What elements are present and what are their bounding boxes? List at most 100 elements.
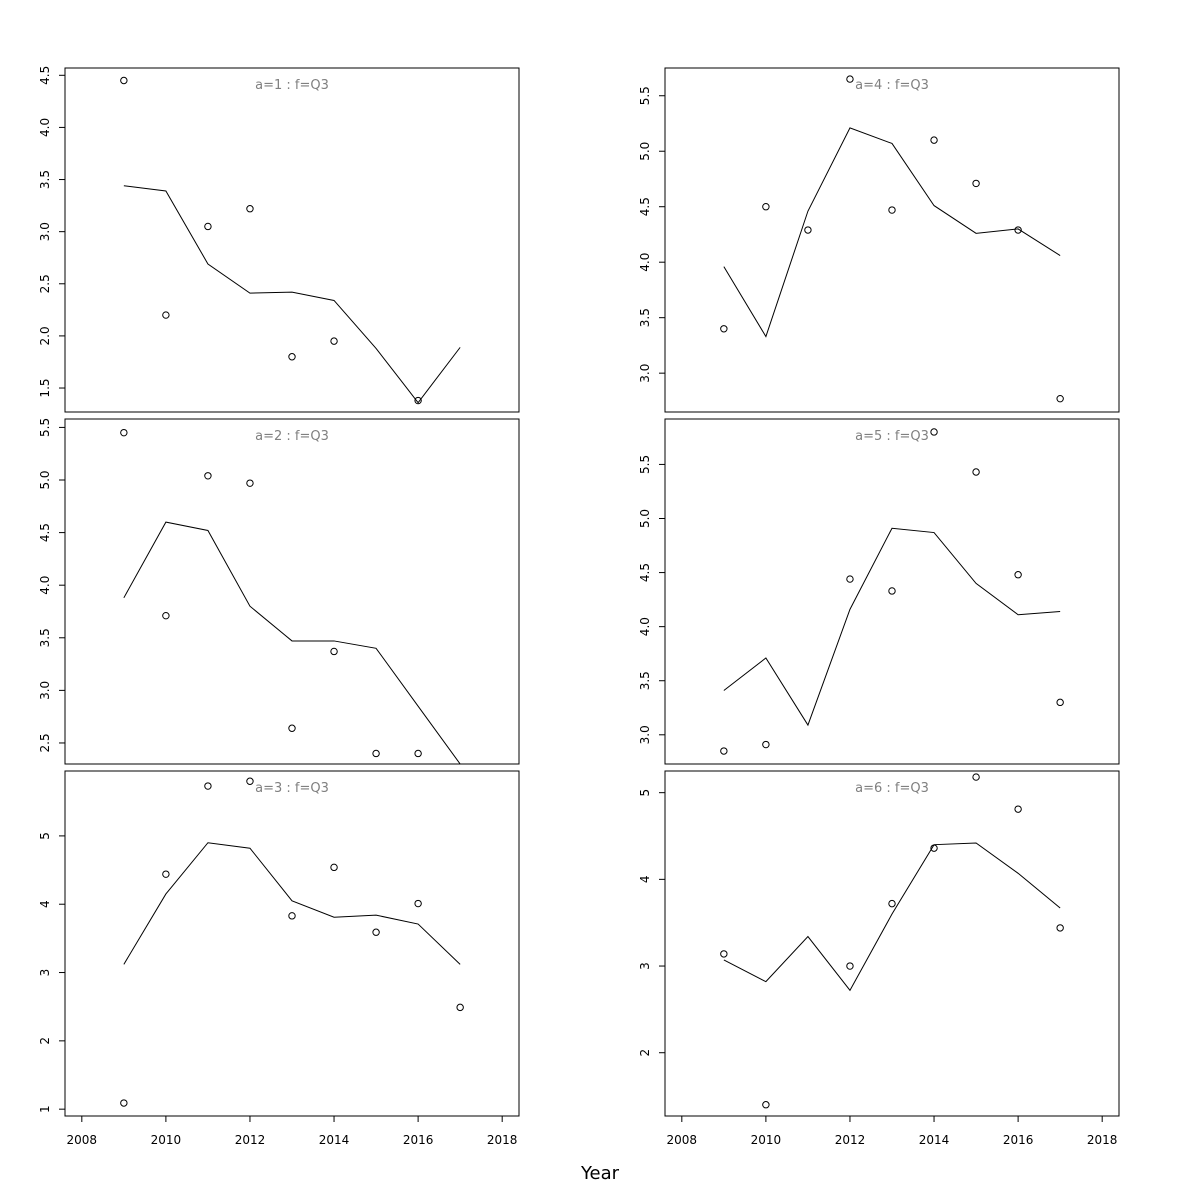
x-tick-label: 2008	[667, 1133, 698, 1147]
observed-point	[972, 468, 980, 476]
panel-frame	[64, 770, 520, 1117]
y-tick-label: 3.0	[38, 681, 52, 700]
y-tick-label: 2.5	[38, 733, 52, 752]
y-tick-label: 5.0	[638, 142, 652, 161]
observed-point	[1056, 924, 1064, 932]
observed-point	[930, 428, 938, 436]
observed-point	[804, 226, 812, 234]
observed-point	[372, 928, 380, 936]
observed-point	[846, 575, 854, 583]
y-tick-label: 4.0	[38, 118, 52, 137]
observed-point	[120, 428, 128, 437]
observed-point	[246, 205, 254, 213]
panel-frame	[664, 418, 1120, 765]
observed-point	[1014, 226, 1022, 234]
y-tick-label: 3.0	[638, 364, 652, 383]
observed-point	[330, 863, 338, 872]
y-tick-label: 5.5	[638, 455, 652, 474]
y-tick-label: 4.5	[638, 197, 652, 216]
y-tick-label: 4.5	[38, 523, 52, 542]
panel-frame	[64, 418, 520, 765]
panel-4: 3.0 3.5 4.0 4.5 5.0 5.5 a=5 : f=Q3	[638, 418, 1120, 765]
panel-1: 1.5 2.0 2.5 3.0 3.5 4.0 4.5 a=1 : f=Q3	[38, 66, 520, 413]
observed-point	[888, 899, 896, 908]
observed-point	[972, 773, 980, 781]
fitted-line	[723, 842, 1061, 992]
y-tick-label: 3	[38, 969, 52, 977]
x-tick-label: 2016	[403, 1133, 434, 1147]
fitted-line	[723, 527, 1061, 727]
observed-point	[846, 962, 854, 970]
panel-title: a=3 : f=Q3	[255, 781, 329, 796]
y-tick-label: 3.5	[638, 671, 652, 690]
observed-point	[162, 870, 170, 878]
x-tick-label: 2018	[1087, 1133, 1118, 1147]
y-tick-label: 5	[38, 832, 52, 840]
y-tick-label: 4.5	[638, 563, 652, 582]
y-tick-label: 4.0	[638, 253, 652, 272]
panel-3: 2.5 3.0 3.5 4.0 4.5 5.0 5.5 a=2 : f=Q3	[38, 418, 520, 765]
fitted-line	[123, 842, 461, 965]
observed-point	[120, 1099, 128, 1107]
observed-point	[846, 75, 854, 83]
y-tick-label: 5.5	[38, 418, 52, 437]
y-tick-label: 4.0	[638, 617, 652, 636]
observed-point	[288, 912, 296, 920]
panel-title: a=5 : f=Q3	[855, 429, 929, 444]
y-tick-label: 3.5	[638, 308, 652, 327]
x-tick-label: 2014	[919, 1133, 950, 1147]
y-tick-label: 1.5	[38, 378, 52, 397]
observed-point	[1056, 394, 1064, 403]
observed-point	[414, 899, 422, 908]
observed-point	[1056, 698, 1064, 707]
observed-point	[330, 337, 338, 345]
panel-title: a=4 : f=Q3	[855, 78, 929, 93]
observed-point	[330, 647, 338, 656]
y-tick-label: 3.5	[38, 628, 52, 647]
observed-point	[888, 587, 896, 595]
observed-point	[762, 740, 770, 749]
y-tick-label: 3.0	[638, 725, 652, 744]
y-tick-label: 5.0	[38, 470, 52, 489]
observed-point	[246, 777, 254, 785]
fitted-line	[123, 521, 461, 765]
observed-point	[204, 472, 212, 480]
observed-point	[120, 76, 128, 85]
fitted-line	[723, 127, 1061, 338]
x-tick-label: 2018	[487, 1133, 518, 1147]
panel-2: 3.0 3.5 4.0 4.5 5.0 5.5 a=4 : f=Q3	[638, 67, 1120, 413]
observed-point	[1014, 805, 1022, 813]
observed-point	[204, 782, 212, 790]
observed-point	[1014, 571, 1022, 579]
x-tick-label: 2016	[1003, 1133, 1034, 1147]
observed-point	[720, 325, 728, 333]
x-tick-label: 2012	[235, 1133, 266, 1147]
observed-point	[930, 844, 938, 852]
observed-point	[414, 749, 422, 758]
y-tick-label: 2.5	[38, 274, 52, 293]
y-tick-label: 2.0	[38, 326, 52, 345]
y-tick-label: 2	[38, 1037, 52, 1045]
y-tick-label: 2	[638, 1049, 652, 1057]
y-tick-label: 1	[38, 1105, 52, 1113]
observed-point	[720, 950, 728, 958]
y-tick-label: 4	[638, 876, 652, 884]
x-tick-label: 2012	[835, 1133, 866, 1147]
x-tick-label: 2014	[319, 1133, 350, 1147]
observed-point	[288, 724, 296, 732]
observed-point	[204, 222, 212, 231]
panel-frame	[664, 770, 1120, 1117]
y-tick-label: 3.5	[38, 170, 52, 189]
observed-point	[762, 203, 770, 211]
y-tick-label: 5.5	[638, 86, 652, 105]
observed-point	[762, 1101, 770, 1109]
x-tick-label: 2010	[151, 1133, 182, 1147]
observed-point	[288, 353, 296, 361]
y-tick-label: 4.5	[38, 66, 52, 85]
x-axis-label: Year	[580, 1163, 620, 1184]
panel-frame	[64, 67, 520, 413]
panel-5: 1 2 3 4 5 a=3 : f=Q3 2008 2010 2012 2014 2016 2018	[38, 770, 520, 1147]
y-tick-label: 3.0	[38, 222, 52, 241]
fitted-line	[123, 185, 461, 404]
